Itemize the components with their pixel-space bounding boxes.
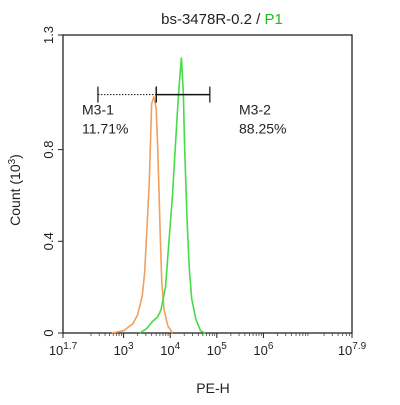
- chart-title-gate: P1: [265, 11, 283, 28]
- marker-m3-2: M3-2 88.25%: [155, 86, 286, 137]
- x-tick-label: 105: [207, 341, 227, 358]
- plot-frame: [62, 34, 353, 334]
- marker-percent: 88.25%: [239, 121, 286, 137]
- histogram-series-2: [139, 57, 206, 334]
- x-tick-exp: 6: [268, 341, 274, 352]
- marker-layer: M3-1 11.71% M3-2 88.25%: [82, 86, 286, 137]
- x-tick-label: 106: [253, 341, 273, 358]
- x-tick-label: 103: [114, 341, 134, 358]
- x-tick-base: 10: [253, 343, 267, 358]
- series-layer: [111, 57, 206, 334]
- y-axis-label-suffix: ): [7, 154, 23, 159]
- y-tick-label: 0.4: [41, 232, 56, 250]
- x-tick-label: 104: [160, 341, 180, 358]
- y-axis: 0 0.4 0.8 1.3: [41, 26, 63, 337]
- y-axis-label-exp: 3: [7, 158, 18, 164]
- y-axis-label-prefix: Count (10: [7, 164, 23, 226]
- chart-title-main: bs-3478R-0.2 /: [161, 11, 264, 28]
- y-axis-label: Count (103): [7, 154, 23, 226]
- y-tick-label: 0.8: [41, 141, 56, 159]
- y-tick-label: 0: [41, 329, 56, 336]
- chart-title: bs-3478R-0.2 / P1: [161, 11, 283, 28]
- x-tick-label: 101.7: [49, 341, 78, 358]
- plot-border: [62, 34, 353, 334]
- marker-percent: 11.71%: [82, 121, 128, 137]
- marker-m3-1: M3-1 11.71%: [82, 86, 157, 137]
- y-tick-label: 1.3: [41, 26, 56, 44]
- x-tick-exp: 5: [221, 341, 227, 352]
- x-tick-base: 10: [207, 343, 221, 358]
- x-tick-exp: 4: [175, 341, 181, 352]
- x-tick-base: 10: [160, 343, 174, 358]
- x-tick-exp: 7.9: [352, 341, 366, 352]
- histogram-series-1: [111, 96, 174, 334]
- x-axis: 101.7 103 104 105 106 107.9: [49, 333, 367, 358]
- x-tick-exp: 3: [128, 341, 134, 352]
- x-axis-label: PE-H: [196, 380, 229, 396]
- x-tick-base: 10: [49, 343, 63, 358]
- x-tick-label: 107.9: [338, 341, 367, 358]
- x-tick-exp: 1.7: [63, 341, 77, 352]
- marker-name: M3-1: [82, 102, 114, 118]
- x-tick-base: 10: [114, 343, 128, 358]
- marker-name: M3-2: [239, 102, 271, 118]
- x-tick-base: 10: [338, 343, 352, 358]
